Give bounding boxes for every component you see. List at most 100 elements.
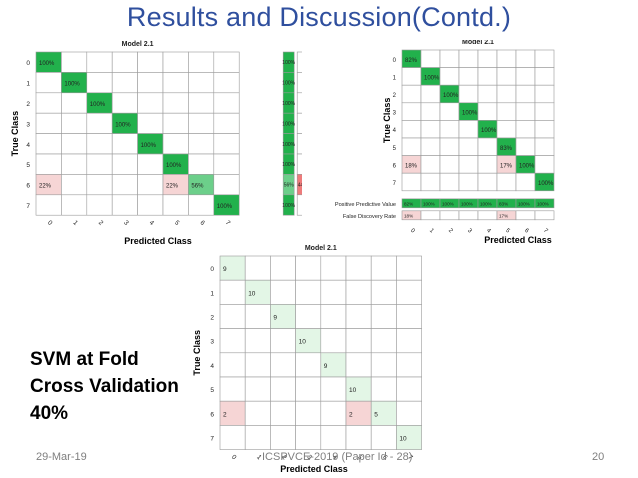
- matrix-cell: [86, 133, 113, 155]
- matrix-cell: [35, 194, 62, 216]
- matrix-cell: [35, 92, 62, 114]
- matrix-cell: [162, 51, 189, 73]
- matrix-cell: [188, 133, 215, 155]
- matrix-cell-value: 100%: [115, 122, 131, 128]
- matrix-cell: [401, 84, 422, 104]
- matrix-cell-value: 2: [349, 411, 353, 418]
- matrix-cell: [111, 194, 138, 216]
- x-tick-label: 4: [485, 228, 492, 235]
- matrix-cell: [534, 84, 555, 104]
- matrix-cell: [534, 120, 555, 139]
- x-tick-label: 1: [255, 454, 263, 462]
- y-tick-label: 1: [26, 81, 30, 88]
- matrix-cell: [213, 112, 240, 134]
- matrix-cell: [515, 84, 536, 104]
- x-tick-label: 1: [71, 219, 79, 227]
- matrix-cell: [439, 155, 460, 174]
- caption-line: Cross Validation: [30, 376, 179, 397]
- x-tick-label: 2: [97, 219, 105, 227]
- matrix-cell-value: 10: [299, 339, 307, 346]
- matrix-cell-value: 100%: [64, 82, 80, 88]
- y-tick-label: 1: [210, 290, 214, 297]
- matrix-cell: [162, 92, 189, 114]
- matrix-cell: [345, 376, 372, 402]
- matrix-cell: [345, 279, 372, 305]
- summary-cell: [296, 72, 302, 94]
- x-tick-label: 4: [148, 219, 156, 227]
- matrix-cell: [270, 255, 296, 281]
- matrix-cell: [420, 137, 441, 156]
- matrix-cell: [396, 352, 422, 378]
- matrix-cell: [320, 304, 347, 329]
- summary-cell: [296, 153, 302, 175]
- x-tick-label: 3: [306, 454, 314, 462]
- matrix-cell: [35, 72, 62, 94]
- y-axis-label: True Class: [382, 98, 392, 144]
- matrix-cell: [270, 352, 296, 378]
- summary-cell-value: 100%: [442, 201, 454, 206]
- matrix-cell: [370, 376, 397, 402]
- x-tick-label: 5: [504, 228, 511, 235]
- matrix-cell: [244, 352, 271, 378]
- y-tick-label: 5: [26, 162, 30, 169]
- x-tick-label: 5: [173, 219, 181, 227]
- matrix-cell-value: 56%: [191, 184, 204, 190]
- matrix-cell: [458, 67, 479, 86]
- y-tick-label: 6: [210, 411, 214, 418]
- matrix-cell: [396, 279, 422, 305]
- matrix-cell: [420, 84, 441, 104]
- y-tick-label: 5: [393, 146, 397, 152]
- y-axis-label: True Class: [10, 111, 20, 157]
- y-tick-label: 1: [393, 75, 397, 81]
- x-tick-label: 3: [122, 219, 130, 227]
- matrix-cell: [496, 172, 517, 192]
- summary-cell-value: 100%: [461, 201, 473, 206]
- matrix-cell: [219, 304, 246, 329]
- summary-cell: [296, 133, 302, 155]
- matrix-cell-value: 83%: [500, 146, 513, 152]
- matrix-cell: [496, 120, 517, 139]
- confusion-matrix-ppv: Model 2.1 82% 0 100% 1 100% 2 100% 3 100% 4 83% 5 18%…: [332, 40, 594, 250]
- x-tick-label: 6: [523, 228, 530, 235]
- matrix-cell-value: 100%: [39, 61, 55, 67]
- caption-line: SVM at Fold: [30, 349, 139, 370]
- confusion-matrix-svg: Model 2.1 82% 0 100% 1 100% 2 100% 3 100% 4 83% 5 18%…: [335, 40, 555, 245]
- matrix-cell: [515, 102, 536, 121]
- matrix-cell: [477, 137, 498, 156]
- matrix-title: Model 2.1: [122, 41, 154, 48]
- matrix-cell: [439, 49, 460, 68]
- matrix-cell: [213, 133, 240, 155]
- summary-cell-value: 100%: [518, 201, 530, 206]
- matrix-cell: [396, 255, 422, 281]
- matrix-cell: [188, 51, 215, 73]
- y-axis-label: True Class: [192, 330, 202, 376]
- matrix-cell: [396, 376, 422, 402]
- x-axis-label: Predicted Class: [484, 235, 552, 245]
- matrix-cell: [345, 255, 372, 281]
- y-tick-label: 5: [210, 387, 214, 394]
- y-tick-label: 7: [393, 181, 397, 187]
- matrix-cell: [244, 425, 271, 450]
- summary-row-label: Positive Predictive Value: [335, 202, 396, 208]
- y-tick-label: 7: [26, 203, 30, 210]
- matrix-cell-value: 100%: [538, 181, 554, 187]
- matrix-cell: [111, 92, 138, 114]
- matrix-cell: [320, 425, 347, 450]
- matrix-cell: [137, 194, 164, 216]
- matrix-cell: [213, 194, 240, 216]
- matrix-cell: [320, 328, 347, 354]
- matrix-cell: [515, 49, 536, 68]
- matrix-cell-value: 22%: [39, 184, 52, 190]
- confusion-matrix-counts: Model 2.1 9 0 10 1 9 2 10 3 9 4 10 5 2 2 5 6 10 7 0 1 2 3 4 5 6 7 P…: [174, 244, 422, 476]
- matrix-cell: [458, 120, 479, 139]
- x-tick-label: 7: [542, 228, 549, 235]
- matrix-cell: [61, 51, 88, 73]
- matrix-cell: [534, 102, 555, 121]
- matrix-cell: [213, 153, 240, 175]
- x-tick-label: 7: [224, 219, 232, 227]
- matrix-cell: [496, 67, 517, 86]
- matrix-cell-value: 100%: [481, 128, 497, 134]
- x-tick-label: 0: [46, 219, 54, 227]
- matrix-cell: [401, 67, 422, 86]
- matrix-cell: [420, 172, 441, 192]
